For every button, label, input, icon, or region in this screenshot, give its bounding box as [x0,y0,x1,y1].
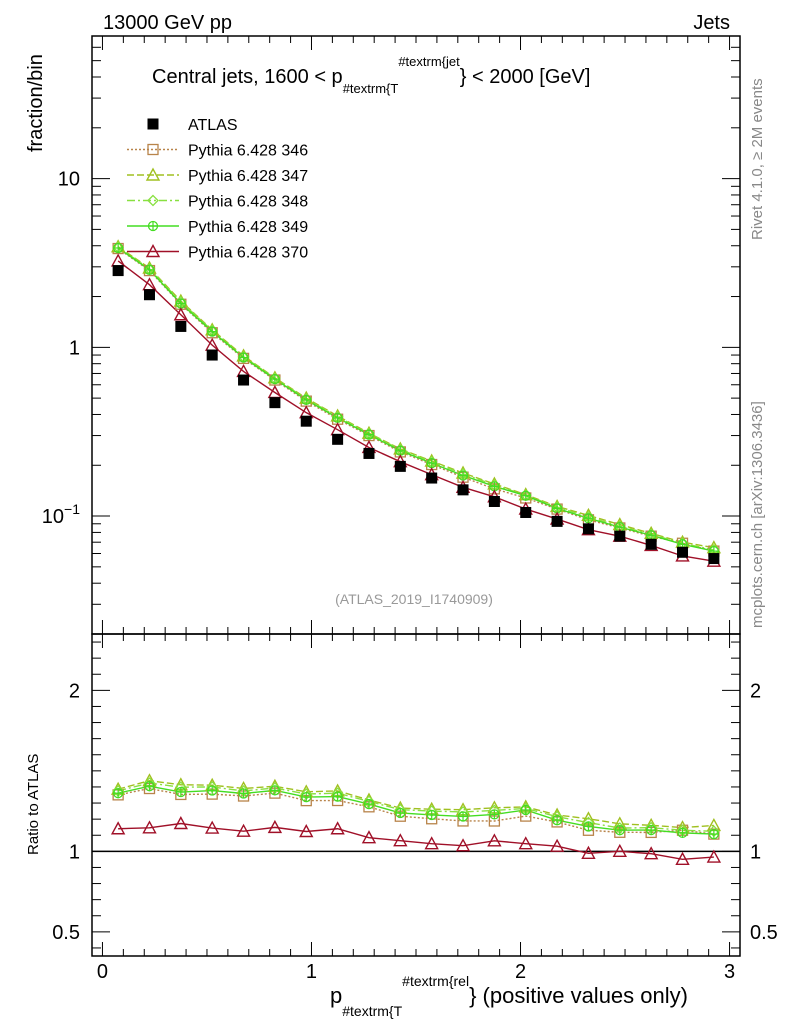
data-point [677,546,689,558]
y-tick-label-base: 10 [42,506,64,528]
x-title-prefix: p [330,983,342,1008]
ratio-series-4-point [236,823,251,837]
ratio-y-tick-label: 0.5 [52,922,80,944]
legend-label-5: Pythia 6.428 370 [188,245,308,262]
title-suffix: } < 2000 [GeV] [460,66,591,88]
x-title-suffix: } (positive values only) [469,983,688,1008]
data-point [300,415,312,427]
data-point [332,433,344,445]
ratio-series-4-point [173,816,189,830]
legend: ATLAS Pythia 6.428 346 Pythia 6.428 347 Pyt… [127,117,308,262]
y-tick-label: 10−1 [42,501,80,528]
y-tick-label: 10 [58,169,80,191]
rivet-version-label: Rivet 4.1.0, ≥ 2M events [749,78,766,240]
ratio-series-4-point [267,819,283,834]
axis-ticks [92,35,740,956]
series-line-0 [117,247,715,552]
data-point [582,523,594,535]
data-point [363,447,375,459]
title-subscript: #textrm{T [343,81,399,96]
legend-label-4: Pythia 6.428 349 [188,219,308,236]
ratio-y-tick-label-right: 0.5 [750,922,778,944]
y-axis-title: fraction/bin [25,54,47,152]
data-point [206,349,218,361]
ratio-series-line-1 [117,779,714,829]
ratio-y-tick-label: 1 [69,841,80,863]
data-point [426,472,438,484]
ratio-y-tick-label: 2 [69,680,80,702]
data-point [488,495,500,507]
ratio-series-4-point [581,845,596,859]
series-line-2 [117,246,715,551]
header-right-label: Jets [693,12,730,34]
y-tick-label-exponent: −1 [64,501,80,517]
y-tick-label-base: 1 [69,337,80,359]
series-line-3 [117,247,715,552]
ratio-series-4-point [455,838,471,852]
series-line-4 [117,260,714,562]
ratio-series-4-point [518,836,533,850]
y-tick-label: 1 [69,337,80,359]
ratio-y-axis-title: Ratio to ATLAS [25,754,42,855]
ratio-series-4-point [330,821,345,835]
ratio-y-tick-label-right: 1 [750,841,761,863]
x-title-superscript: #textrm{rel [402,973,469,989]
x-title-subscript: #textrm{T [342,1003,402,1019]
title-prefix: Central jets, 1600 < p [152,66,343,88]
x-tick-label: 2 [515,961,526,983]
data-point [551,515,563,527]
data-point [614,530,626,542]
legend-marker-2 [145,167,161,181]
ratio-series-4-point [424,836,439,850]
series-4-point [173,307,189,321]
ratio-series-4-point [487,833,502,847]
ratio-series-4-point [643,846,659,860]
ratio-y-tick-label-right: 2 [750,680,761,702]
legend-label-2: Pythia 6.428 347 [188,168,308,185]
series-markers [110,239,722,865]
ratio-series-4-point [205,820,220,834]
ratio-series-4-point [142,820,157,834]
data-point [520,506,532,518]
ratio-series-4-point [299,824,314,838]
data-point [112,265,124,277]
legend-marker-1 [147,143,159,156]
data-point [143,289,155,301]
data-point [645,538,657,550]
legend-marker-5 [145,244,161,258]
mcplots-reference-label: mcplots.cern.ch [arXiv:1306.3436] [749,401,766,628]
legend-label-0: ATLAS [188,117,238,134]
series-line-1 [117,246,714,549]
ratio-series-4-point [361,830,377,844]
legend-marker-3 [147,194,159,207]
data-point [175,320,187,332]
ratio-series-4-point [612,843,627,858]
x-tick-label: 3 [724,961,735,983]
ratio-series-4-point [110,821,126,835]
ratio-series-4-point [549,838,565,852]
ratio-series-4-point [706,849,722,863]
analysis-id-label: (ATLAS_2019_I1740909) [335,591,493,607]
series-lines [92,246,740,860]
header-left-label: 13000 GeV pp [103,12,232,34]
ratio-series-4-point [393,833,408,847]
legend-label-1: Pythia 6.428 346 [188,143,308,160]
plot-title: Central jets, 1600 < p#textrm{T #textrm{j… [152,54,590,96]
legend-marker-0 [147,118,159,130]
x-tick-label: 1 [306,961,317,983]
data-point [457,484,469,496]
title-superscript: #textrm{jet [398,54,460,69]
data-point [238,374,250,386]
legend-label-3: Pythia 6.428 348 [188,194,308,211]
ratio-series-4-point [675,851,690,865]
data-point [708,553,720,565]
data-point [269,397,281,409]
y-tick-label-base: 10 [58,169,80,191]
x-axis-title: p#textrm{T#textrm{rel} (positive values … [330,973,688,1019]
data-point [394,460,406,472]
ratio-series-line-4 [118,822,714,860]
x-tick-label: 0 [97,961,108,983]
